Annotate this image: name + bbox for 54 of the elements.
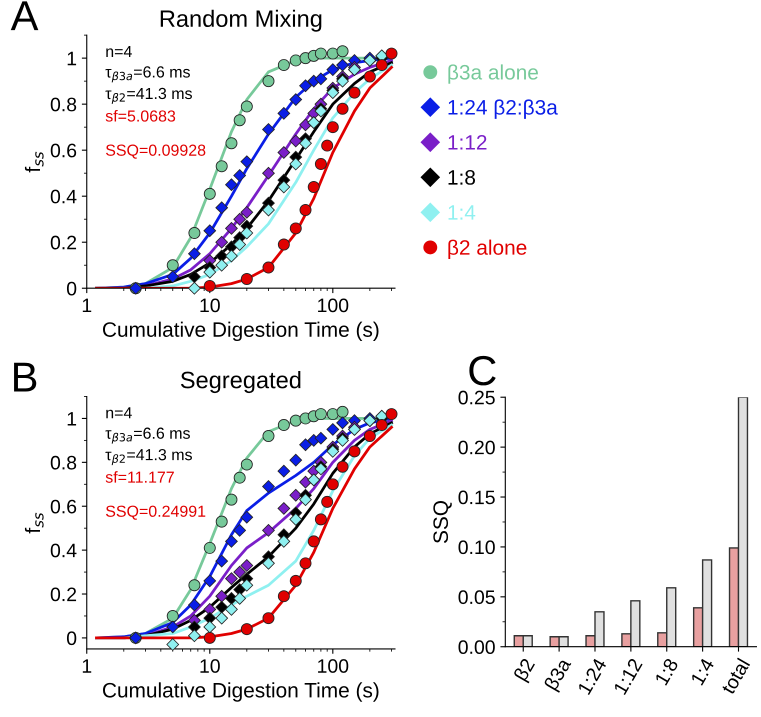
y-tick-label: 0.10 — [458, 540, 495, 554]
y-tick-label: 0.00 — [458, 640, 495, 654]
x-tick-label: 1 — [82, 298, 92, 312]
y-tick-label: 0.4 — [50, 544, 76, 558]
legend-label: 1:24 β2:β3a — [448, 99, 558, 119]
text: C — [469, 356, 496, 386]
y-tick-label: 0.6 — [50, 500, 76, 514]
annotation: τ$_{β2}$=41.3 ms — [105, 88, 192, 104]
annotation: τ$_{β3a}$=6.6 ms — [105, 428, 190, 444]
legend-label: β3a alone — [448, 64, 538, 84]
y-tick-label: 0.8 — [50, 98, 76, 112]
x-axis-title: Cumulative Digestion Time (s) — [102, 682, 379, 702]
y-tick-label: 0.05 — [458, 590, 495, 604]
annotation: τ$_{β2}$=41.3 ms — [105, 449, 192, 466]
y-tick-label: 1 — [68, 52, 76, 66]
y-axis-title: SSQ — [433, 500, 452, 544]
y-tick-label: 0.6 — [50, 144, 76, 158]
legend-label: 1:8 — [448, 170, 476, 185]
x-tick-label: β2 — [512, 657, 538, 684]
x-tick-label: β3a — [543, 656, 575, 693]
y-tick-label: 0.15 — [458, 490, 495, 504]
legend-label: 1:4 — [448, 205, 476, 220]
annotation: SSQ=0.24991 — [106, 506, 206, 520]
annotation: sf=11.177 — [106, 471, 174, 483]
y-axis-title: f$_{ss}$ — [24, 152, 44, 172]
x-tick-label: 1 — [82, 659, 92, 673]
annotation: τ$_{β3a}$=6.6 ms — [105, 66, 190, 82]
y-tick-label: 0 — [66, 282, 76, 296]
x-tick-label: 100 — [318, 659, 348, 673]
x-tick-label: 1:8 — [654, 657, 679, 686]
chart-title: Segregated — [180, 371, 300, 394]
legend-label: β2 alone — [448, 240, 526, 260]
y-axis-title: f$_{ss}$ — [24, 512, 44, 534]
x-tick-label: 10 — [200, 298, 220, 312]
legend-label: 1:12 — [448, 135, 486, 150]
y-tick-label: 0.25 — [458, 390, 495, 404]
x-tick-label: 1:4 — [690, 657, 715, 686]
annotation: SSQ=0.09928 — [106, 144, 206, 159]
y-tick-label: 0.2 — [50, 236, 76, 250]
text: B — [14, 362, 36, 392]
x-tick-label: 10 — [200, 659, 220, 673]
y-tick-label: 0.2 — [50, 587, 76, 602]
y-tick-label: 0.20 — [458, 440, 495, 454]
x-axis-title: Cumulative Digestion Time (s) — [102, 322, 379, 342]
annotation: n=4 — [106, 407, 132, 418]
chart-title: Random Mixing — [160, 10, 322, 32]
y-tick-label: 1 — [68, 412, 76, 426]
y-tick-label: 0 — [66, 631, 76, 646]
annotation: n=4 — [106, 46, 132, 57]
y-tick-label: 0.8 — [50, 456, 76, 470]
y-tick-label: 0.4 — [50, 190, 76, 204]
annotation: sf=5.0683 — [106, 110, 176, 122]
text: A — [10, 1, 38, 30]
x-tick-label: 100 — [318, 298, 348, 312]
